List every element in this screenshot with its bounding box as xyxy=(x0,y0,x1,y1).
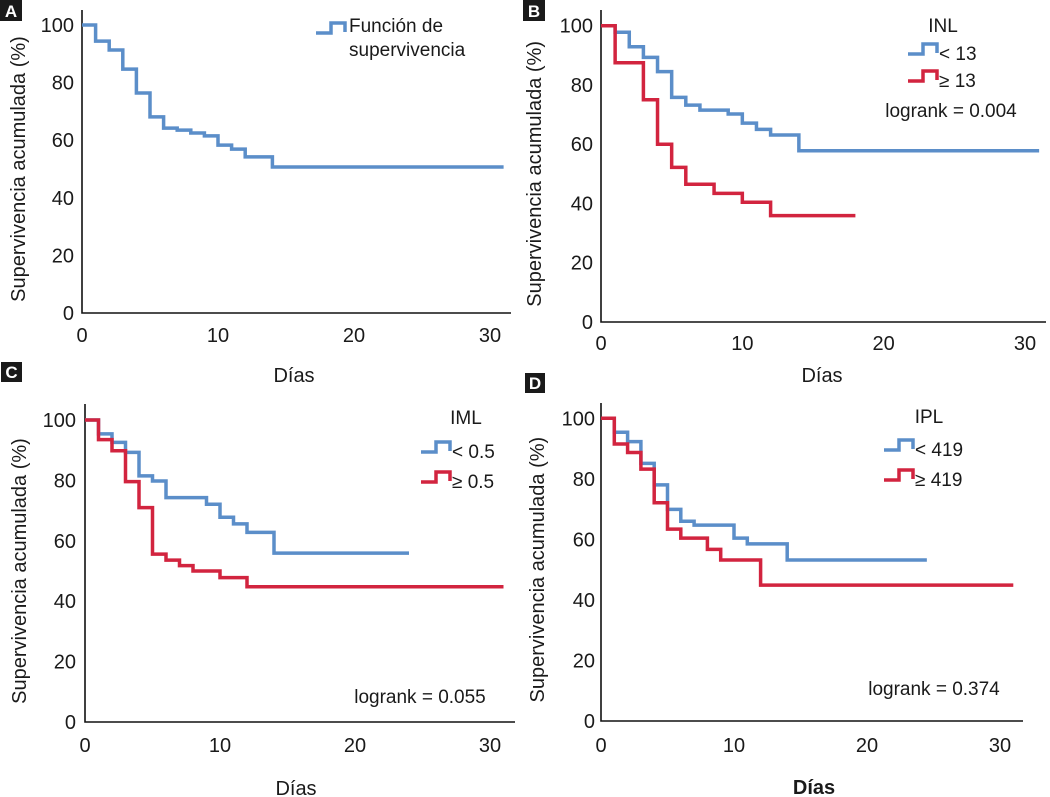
legend-swatch-icon xyxy=(316,21,347,35)
y-tick-label: 60 xyxy=(573,529,595,551)
legend-label: ≥ 419 xyxy=(915,470,962,491)
y-tick-label: 80 xyxy=(54,470,76,492)
survival-curve-blue xyxy=(601,23,1040,153)
x-tick-label: 30 xyxy=(479,325,501,347)
panel-label: D xyxy=(529,374,541,393)
y-tick-label: 80 xyxy=(52,73,74,95)
y-axis-title: Supervivencia acumulada (%) xyxy=(527,437,549,703)
y-tick-label: 40 xyxy=(52,188,74,210)
x-tick-label: 30 xyxy=(989,735,1011,757)
y-tick-label: 100 xyxy=(43,410,76,432)
x-tick-label: 0 xyxy=(595,333,606,355)
legend-title: IPL xyxy=(915,407,944,428)
x-tick-label: 30 xyxy=(479,735,501,757)
x-axis-title: Días xyxy=(793,777,835,797)
legend: IML < 0.5 ≥ 0.5 xyxy=(421,408,495,493)
y-tick-label: 40 xyxy=(571,193,593,215)
panel-a: A 0 20 40 60 80 100 0 10 20 30 Días Supervivencia ac… xyxy=(0,0,511,387)
panel-b: B 0 20 40 60 80 100 0 10 20 30 Días Supervivencia ac… xyxy=(523,0,1046,387)
panel-label: A xyxy=(5,2,17,21)
y-axis-title: Supervivencia acumulada (%) xyxy=(8,36,30,302)
y-tick-label: 60 xyxy=(52,130,74,152)
legend-swatch-icon xyxy=(421,440,452,454)
x-axis-title: Días xyxy=(801,365,842,387)
legend: INL < 13 ≥ 13 xyxy=(908,16,977,92)
legend-swatch-icon xyxy=(421,470,452,484)
panel-label-badge xyxy=(523,0,545,21)
y-tick-label: 20 xyxy=(571,253,593,275)
logrank-annotation: logrank = 0.004 xyxy=(885,101,1017,122)
panel-label-badge xyxy=(0,0,22,21)
y-tick-label: 100 xyxy=(560,16,593,38)
survival-curve-red xyxy=(601,23,856,218)
y-tick-label: 0 xyxy=(584,711,595,733)
legend-label: < 419 xyxy=(915,440,963,461)
panel-label: C xyxy=(5,363,17,382)
x-tick-label: 0 xyxy=(79,735,90,757)
survival-curve-blue xyxy=(85,418,409,555)
survival-curve-blue xyxy=(601,416,927,562)
y-axis-title: Supervivencia acumulada (%) xyxy=(524,41,546,307)
y-tick-label: 0 xyxy=(65,712,76,734)
y-tick-label: 40 xyxy=(54,591,76,613)
panel-label-badge xyxy=(525,373,545,393)
x-tick-label: 0 xyxy=(76,325,87,347)
y-tick-label: 20 xyxy=(573,650,595,672)
axes xyxy=(84,404,515,723)
x-tick-label: 20 xyxy=(343,325,365,347)
legend-label: Función de xyxy=(349,16,443,37)
panel-label-badge xyxy=(1,362,22,382)
legend-title: IML xyxy=(450,408,482,429)
y-tick-label: 60 xyxy=(54,531,76,553)
legend-swatch-icon xyxy=(884,438,915,452)
panel-c: C 0 20 40 60 80 100 0 10 20 30 Días Supervivencia ac… xyxy=(1,362,515,797)
y-tick-label: 100 xyxy=(41,15,74,37)
legend-swatch-icon xyxy=(884,468,915,482)
y-tick-label: 80 xyxy=(571,75,593,97)
survival-curve-red xyxy=(85,418,504,589)
legend-label: supervivencia xyxy=(349,40,466,61)
axes xyxy=(600,403,1023,722)
legend: Función de supervivencia xyxy=(316,16,466,61)
panel-label: B xyxy=(528,2,540,21)
x-tick-label: 10 xyxy=(731,333,753,355)
legend-label: < 13 xyxy=(939,44,977,65)
y-tick-label: 100 xyxy=(562,408,595,430)
x-tick-label: 20 xyxy=(856,735,878,757)
y-tick-label: 20 xyxy=(52,245,74,267)
x-tick-label: 20 xyxy=(873,333,895,355)
axes xyxy=(81,10,511,314)
logrank-annotation: logrank = 0.374 xyxy=(868,679,1000,700)
survival-curve-blue xyxy=(82,23,504,169)
axes xyxy=(600,10,1046,323)
logrank-annotation: logrank = 0.055 xyxy=(354,687,486,708)
legend-swatch-icon xyxy=(908,42,939,56)
legend-title: INL xyxy=(928,16,958,37)
x-tick-label: 10 xyxy=(207,325,229,347)
legend-label: ≥ 0.5 xyxy=(452,472,494,493)
y-tick-label: 20 xyxy=(54,652,76,674)
survival-curve-red xyxy=(601,416,1014,587)
y-tick-label: 80 xyxy=(573,469,595,491)
y-tick-label: 60 xyxy=(571,134,593,156)
legend-swatch-icon xyxy=(908,69,939,83)
y-tick-label: 0 xyxy=(63,303,74,325)
legend-label: < 0.5 xyxy=(452,442,495,463)
y-tick-label: 0 xyxy=(582,312,593,334)
legend: IPL < 419 ≥ 419 xyxy=(884,407,963,491)
x-axis-title: Días xyxy=(273,365,314,387)
x-tick-label: 30 xyxy=(1014,333,1036,355)
y-axis-title: Supervivencia acumulada (%) xyxy=(9,438,31,704)
x-tick-label: 0 xyxy=(595,735,606,757)
x-tick-label: 10 xyxy=(209,735,231,757)
panel-d: D 0 20 40 60 80 100 0 10 20 30 Días Supervivencia ac… xyxy=(525,373,1023,797)
x-tick-label: 20 xyxy=(344,735,366,757)
x-axis-title: Días xyxy=(275,778,316,797)
y-tick-label: 40 xyxy=(573,590,595,612)
legend-label: ≥ 13 xyxy=(939,71,976,92)
x-tick-label: 10 xyxy=(723,735,745,757)
